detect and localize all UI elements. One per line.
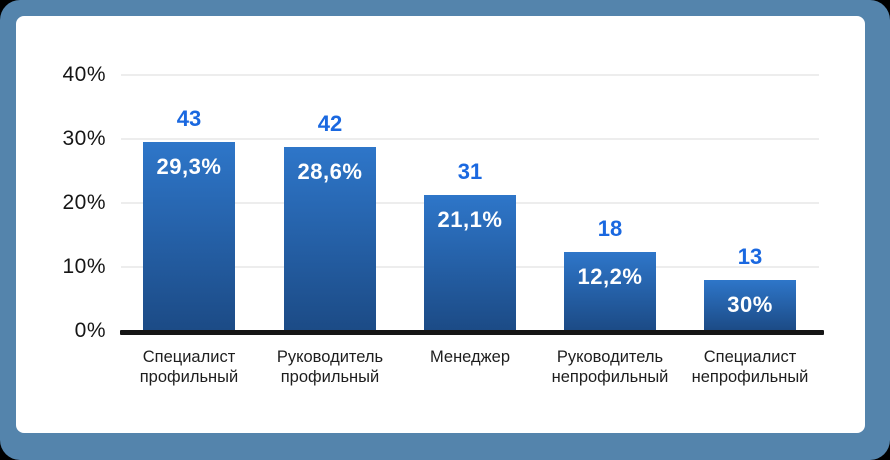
bar-count-label: 43: [176, 106, 202, 131]
category-label-line: Руководитель: [276, 348, 384, 366]
bar-5: 30%: [704, 280, 796, 330]
category-label-line: Руководитель: [556, 348, 664, 366]
category-label-line: непрофильный: [691, 368, 809, 386]
bar-chart-plot-area: 40% 30% 20% 10% 0% 43 29,3% Специалист профильны…: [16, 16, 865, 433]
bar-percent-label: 29,3%: [156, 154, 222, 179]
category-label-line: непрофильный: [551, 368, 669, 386]
category-label-line: профильный: [139, 368, 239, 386]
category-label-line: Специалист: [703, 348, 797, 366]
bar-count-label: 18: [597, 216, 623, 241]
gridline-40: [121, 74, 819, 76]
category-label-line: Менеджер: [429, 348, 511, 366]
bar-3: 21,1%: [424, 195, 516, 330]
bar-percent-label: 12,2%: [577, 264, 643, 289]
x-axis-category-label: Специалист профильный: [109, 347, 269, 387]
x-axis-category-label: Руководитель профильный: [250, 347, 410, 387]
bar-2: 28,6%: [284, 147, 376, 330]
category-label-line: Специалист: [142, 348, 236, 366]
bar-count-label: 42: [317, 111, 343, 136]
y-axis-tick-label: 30%: [62, 127, 106, 150]
y-axis-tick-label: 20%: [62, 191, 106, 214]
x-axis-category-label: Специалист непрофильный: [670, 347, 830, 387]
bar-4: 12,2%: [564, 252, 656, 330]
y-axis-tick-label: 10%: [62, 255, 106, 278]
x-axis-category-label: Руководитель непрофильный: [530, 347, 690, 387]
y-axis-tick-label: 40%: [62, 63, 106, 86]
bar-percent-label: 30%: [727, 292, 773, 317]
x-axis-category-label: Менеджер: [390, 347, 550, 367]
x-axis-line: [120, 330, 824, 335]
bar-1: 29,3%: [143, 142, 235, 330]
bar-percent-label: 28,6%: [297, 159, 363, 184]
gridline-30: [121, 138, 819, 140]
bar-count-label: 13: [737, 244, 763, 269]
y-axis-tick-label: 0%: [74, 319, 106, 342]
category-label-line: профильный: [280, 368, 380, 386]
bar-percent-label: 21,1%: [437, 207, 503, 232]
chart-card: 40% 30% 20% 10% 0% 43 29,3% Специалист профильны…: [16, 16, 865, 433]
bar-count-label: 31: [457, 159, 483, 184]
